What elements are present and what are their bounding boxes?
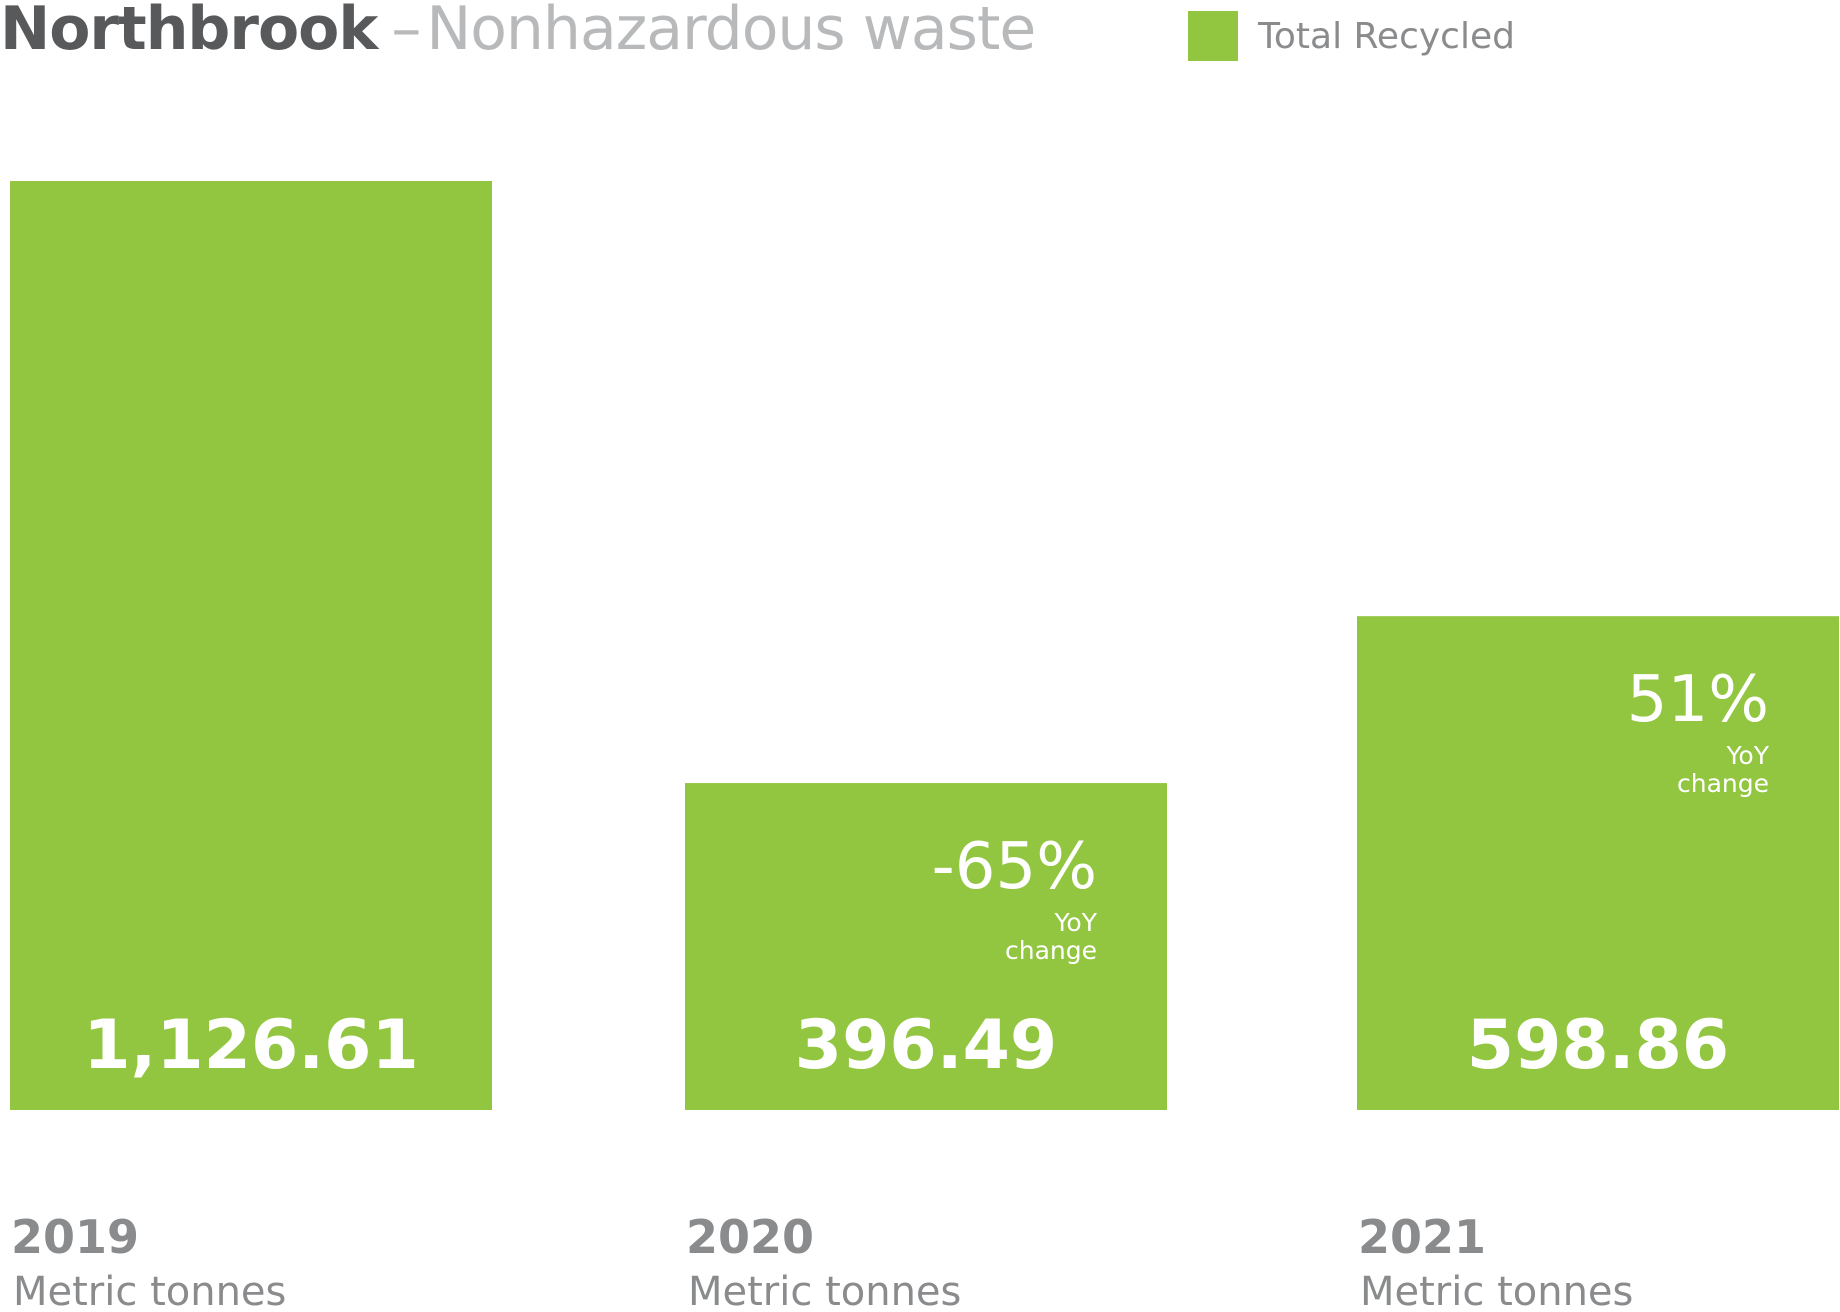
yoy-label-line1-2021: YoY (1725, 741, 1769, 770)
bar-value-label-2020: 396.49 (795, 1006, 1057, 1085)
yoy-label-line2-2020: change (1005, 936, 1097, 965)
bar-value-label-2021: 598.86 (1467, 1006, 1729, 1085)
title-dash: – (391, 0, 421, 64)
yoy-value-2021: 51% (1627, 663, 1769, 737)
unit-label-2021: Metric tonnes (1360, 1269, 1633, 1312)
bar-2020 (685, 783, 1167, 1110)
title-subtitle: Nonhazardous waste (426, 0, 1036, 64)
yoy-value-2020: -65% (932, 830, 1097, 904)
legend-label: Total Recycled (1258, 15, 1515, 57)
unit-label-2020: Metric tonnes (688, 1269, 961, 1312)
unit-label-2019: Metric tonnes (13, 1269, 286, 1312)
yoy-label-line2-2021: change (1677, 769, 1769, 798)
bar-2019 (10, 181, 492, 1110)
legend-swatch (1188, 11, 1238, 61)
chart-title: Northbrook – Nonhazardous waste (0, 0, 1036, 64)
yoy-label-line1-2020: YoY (1053, 908, 1097, 937)
title-location: Northbrook (0, 0, 378, 64)
bar-2021 (1357, 616, 1839, 1110)
year-label-2019: 2019 (11, 1210, 139, 1264)
year-label-2020: 2020 (686, 1210, 814, 1264)
year-label-2021: 2021 (1358, 1210, 1486, 1264)
chart-legend: Total Recycled (1188, 11, 1515, 61)
bar-value-label-2019: 1,126.61 (83, 1006, 419, 1085)
